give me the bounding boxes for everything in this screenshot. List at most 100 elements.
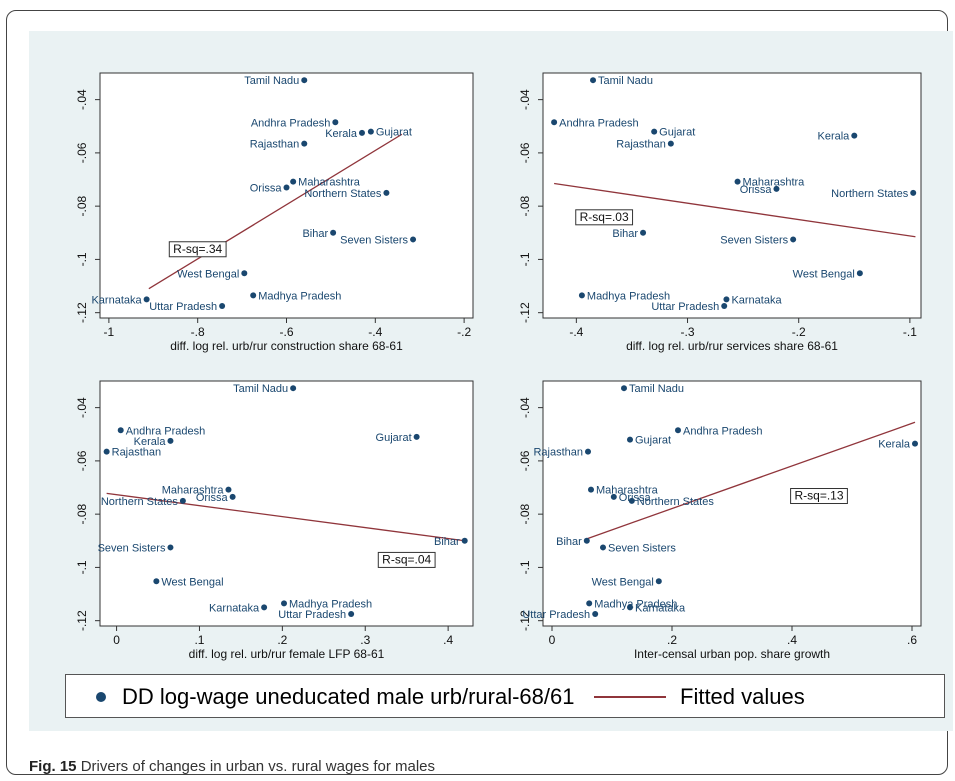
data-point — [586, 600, 593, 607]
legend-item-line: Fitted values — [594, 675, 805, 719]
data-point — [290, 178, 297, 185]
rsq-label: R-sq=.34 — [173, 242, 222, 256]
data-point — [383, 189, 390, 196]
x-tick-label: .4 — [443, 633, 453, 647]
fitted-line — [148, 133, 403, 290]
data-point — [773, 185, 780, 192]
y-tick-label: -.1 — [518, 252, 532, 266]
y-tick-label: -.06 — [518, 142, 532, 163]
point-label: Seven Sisters — [98, 542, 166, 554]
data-point — [219, 303, 226, 310]
point-label: Karnataka — [635, 602, 686, 614]
data-point — [367, 128, 374, 135]
y-tick-label: -.12 — [518, 610, 532, 631]
point-label: Bihar — [612, 228, 638, 240]
point-label: Northern States — [637, 496, 715, 508]
data-point — [723, 296, 730, 303]
y-tick-label: -.04 — [75, 89, 89, 110]
caption-label: Fig. 15 — [29, 758, 77, 775]
point-label: Tamil Nadu — [244, 75, 299, 87]
x-tick-label: -.3 — [681, 325, 695, 339]
x-tick-label: -.6 — [279, 325, 293, 339]
point-label: Orissa — [619, 492, 652, 504]
x-tick-label: -.2 — [792, 325, 806, 339]
panel-1: -.04 -.06 -.08 -.1 -.12 -1 -.8 -.6 -.4 -.2 diff. l… — [75, 72, 474, 353]
point-label: Gujarat — [635, 435, 671, 447]
caption-text: Drivers of changes in urban vs. rural wa… — [80, 758, 436, 775]
x-tick-label: .6 — [907, 633, 917, 647]
point-label: Rajasthan — [112, 447, 162, 459]
data-point — [283, 184, 290, 191]
data-point — [301, 140, 308, 147]
data-point — [721, 303, 728, 310]
data-point — [590, 77, 597, 84]
x-axis-label: diff. log rel. urb/rur construction shar… — [170, 339, 403, 353]
point-label: Madhya Pradesh — [587, 290, 670, 302]
data-point — [330, 229, 337, 236]
data-point — [912, 440, 918, 447]
data-point — [229, 493, 236, 500]
figure-caption: Fig. 15 Drivers of changes in urban vs. … — [29, 758, 435, 775]
data-point — [651, 128, 658, 135]
y-tick-label: -.1 — [75, 560, 89, 574]
data-point — [640, 229, 647, 236]
x-tick-label: .1 — [194, 633, 204, 647]
y-tick-label: -.08 — [518, 503, 532, 524]
data-point — [592, 611, 599, 618]
y-tick-label: -.1 — [518, 560, 532, 574]
x-tick-label: -.2 — [457, 325, 471, 339]
point-label: West Bengal — [592, 576, 654, 588]
data-point — [790, 236, 797, 243]
data-point — [225, 486, 232, 493]
y-tick-label: -.04 — [75, 397, 89, 418]
data-point — [910, 189, 917, 196]
rsq-label: R-sq=.04 — [382, 552, 431, 566]
data-point — [179, 497, 186, 504]
point-label: Uttar Pradesh — [149, 301, 217, 313]
point-label: Kerala — [878, 439, 911, 451]
x-tick-label: -.1 — [903, 325, 917, 339]
point-label: Uttar Pradesh — [522, 609, 590, 621]
plot-region — [99, 72, 474, 319]
data-point — [301, 77, 308, 84]
point-label: Tamil Nadu — [233, 383, 288, 395]
data-point — [655, 578, 662, 585]
data-point — [583, 537, 590, 544]
point-label: Orissa — [740, 184, 773, 196]
data-point — [167, 437, 174, 444]
data-point — [551, 119, 558, 126]
data-point — [461, 537, 468, 544]
y-tick-label: -.12 — [518, 302, 532, 323]
data-point — [585, 448, 591, 455]
data-point — [117, 427, 124, 434]
fitted-line — [584, 421, 916, 541]
y-tick-label: -.06 — [518, 450, 532, 471]
point-label: Madhya Pradesh — [594, 598, 677, 610]
data-point — [103, 448, 110, 455]
data-point — [851, 132, 858, 139]
legend-line-marker — [594, 696, 666, 698]
point-label: West Bengal — [793, 268, 855, 280]
y-tick-label: -.04 — [518, 397, 532, 418]
data-point — [627, 604, 633, 611]
point-label: Bihar — [434, 536, 460, 548]
data-point — [410, 236, 417, 243]
point-label: Karnataka — [91, 294, 142, 306]
point-label: Maharashtra — [162, 485, 225, 497]
y-tick-label: -.12 — [75, 610, 89, 631]
plot-region — [542, 380, 922, 627]
data-point — [250, 292, 257, 299]
legend-dot-label: DD log-wage uneducated male urb/rural-68… — [122, 684, 575, 709]
point-label: Maharashtra — [298, 177, 361, 189]
point-label: Andhra Pradesh — [251, 117, 331, 129]
data-point — [621, 385, 627, 392]
data-point — [856, 270, 863, 277]
data-point — [167, 544, 174, 551]
point-label: Northern States — [831, 188, 909, 200]
data-point — [332, 119, 339, 126]
rsq-label: R-sq=.13 — [794, 489, 843, 503]
legend-dot-marker — [96, 692, 106, 702]
x-axis-label: diff. log rel. urb/rur services share 68… — [626, 339, 838, 353]
point-label: Rajasthan — [616, 139, 666, 151]
